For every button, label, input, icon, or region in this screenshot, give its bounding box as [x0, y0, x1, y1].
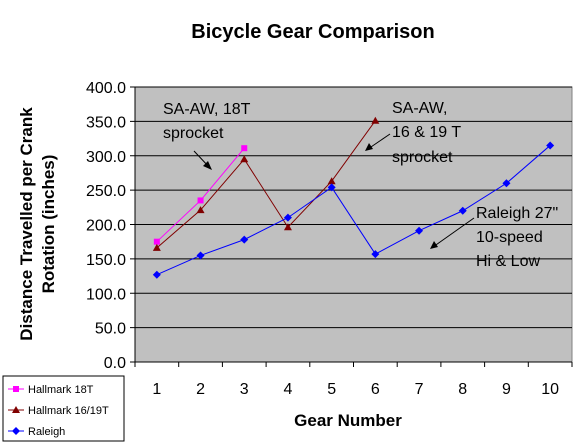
annotation-raleigh-line-3: Hi & Low	[476, 253, 540, 270]
x-axis-title: Gear Number	[294, 411, 402, 430]
y-tick-label: 50.0	[95, 321, 126, 338]
legend-swatch-marker	[12, 427, 20, 435]
y-axis-ticks: 0.0 50.0 100.0 150.0 200.0 250.0 300.0 350.0 400…	[86, 80, 135, 372]
y-tick-label: 200.0	[86, 218, 126, 235]
data-point	[327, 177, 336, 185]
x-axis-ticks: 1 2 3 4 5 6 7 8 9 10	[134, 362, 573, 398]
y-tick-label: 400.0	[86, 80, 126, 97]
x-tick-label: 9	[502, 381, 511, 398]
y-axis-title: Distance Travelled per Crank Rotation (in…	[17, 107, 58, 341]
data-point	[153, 238, 160, 245]
x-tick-label: 4	[283, 381, 292, 398]
legend: Hallmark 18T Hallmark 16/19T Raleigh	[2, 375, 125, 442]
data-point	[241, 145, 248, 152]
annotation-16-19t-line-3: sprocket	[392, 149, 453, 166]
annotation-18t-arrowhead	[203, 161, 212, 170]
annotation-16-19t: SA-AW, 16 & 19 T sprocket	[365, 100, 461, 166]
legend-item: Raleigh	[8, 426, 65, 438]
annotation-18t: SA-AW, 18T sprocket	[163, 101, 251, 170]
data-point	[196, 251, 205, 260]
series-3	[152, 141, 555, 279]
data-point	[371, 250, 380, 259]
data-point	[283, 223, 292, 231]
annotation-18t-line-2: sprocket	[163, 125, 224, 142]
annotation-raleigh: Raleigh 27" 10-speed Hi & Low	[430, 205, 558, 270]
legend-item: Hallmark 16/19T	[8, 405, 109, 417]
data-point	[152, 243, 161, 251]
legend-label: Hallmark 18T	[28, 384, 94, 396]
data-point	[546, 141, 555, 150]
series-line	[156, 120, 376, 249]
gridlines	[135, 86, 572, 329]
annotation-16-19t-arrowhead	[365, 143, 373, 151]
legend-label: Hallmark 16/19T	[28, 405, 109, 417]
series-2	[152, 116, 380, 251]
data-point	[283, 213, 292, 222]
data-point	[458, 206, 467, 215]
x-tick-label: 10	[541, 381, 559, 398]
legend-item: Hallmark 18T	[8, 384, 94, 396]
annotation-raleigh-line-2: 10-speed	[476, 229, 543, 246]
data-point	[415, 226, 424, 235]
y-tick-label: 300.0	[86, 149, 126, 166]
x-tick-label: 3	[240, 381, 249, 398]
y-tick-label: 250.0	[86, 183, 126, 200]
annotation-raleigh-arrowhead	[430, 241, 438, 249]
x-tick-label: 6	[371, 381, 380, 398]
data-point	[152, 270, 161, 279]
annotation-18t-line-1: SA-AW, 18T	[163, 101, 251, 118]
legend-label: Raleigh	[28, 426, 65, 438]
data-point	[371, 116, 380, 124]
data-point	[196, 206, 205, 214]
annotation-16-19t-arrow	[367, 133, 391, 150]
annotation-16-19t-line-2: 16 & 19 T	[392, 124, 461, 141]
x-tick-label: 2	[196, 381, 205, 398]
chart-title: Bicycle Gear Comparison	[191, 21, 434, 43]
data-point	[327, 183, 336, 192]
legend-items: Hallmark 18T Hallmark 16/19T Raleigh	[8, 384, 109, 438]
legend-swatch-marker	[12, 406, 20, 413]
data-point	[240, 155, 249, 163]
y-tick-label: 100.0	[86, 286, 126, 303]
annotation-raleigh-arrow	[432, 217, 475, 248]
y-tick-label: 350.0	[86, 114, 126, 131]
series-line	[156, 145, 551, 276]
data-point	[197, 197, 204, 204]
legend-box	[2, 375, 125, 442]
series-lines	[152, 116, 555, 279]
y-tick-label: 150.0	[86, 252, 126, 269]
y-tick-label: 0.0	[104, 355, 126, 372]
series-1	[153, 145, 248, 245]
annotation-16-19t-line-1: SA-AW,	[392, 100, 447, 117]
x-tick-label: 8	[458, 381, 467, 398]
x-tick-label: 5	[327, 381, 336, 398]
data-point	[502, 179, 511, 188]
annotation-raleigh-line-1: Raleigh 27"	[476, 205, 558, 222]
legend-swatch-marker	[13, 386, 19, 392]
x-tick-label: 1	[152, 381, 161, 398]
x-tick-label: 7	[415, 381, 424, 398]
data-point	[240, 235, 249, 244]
